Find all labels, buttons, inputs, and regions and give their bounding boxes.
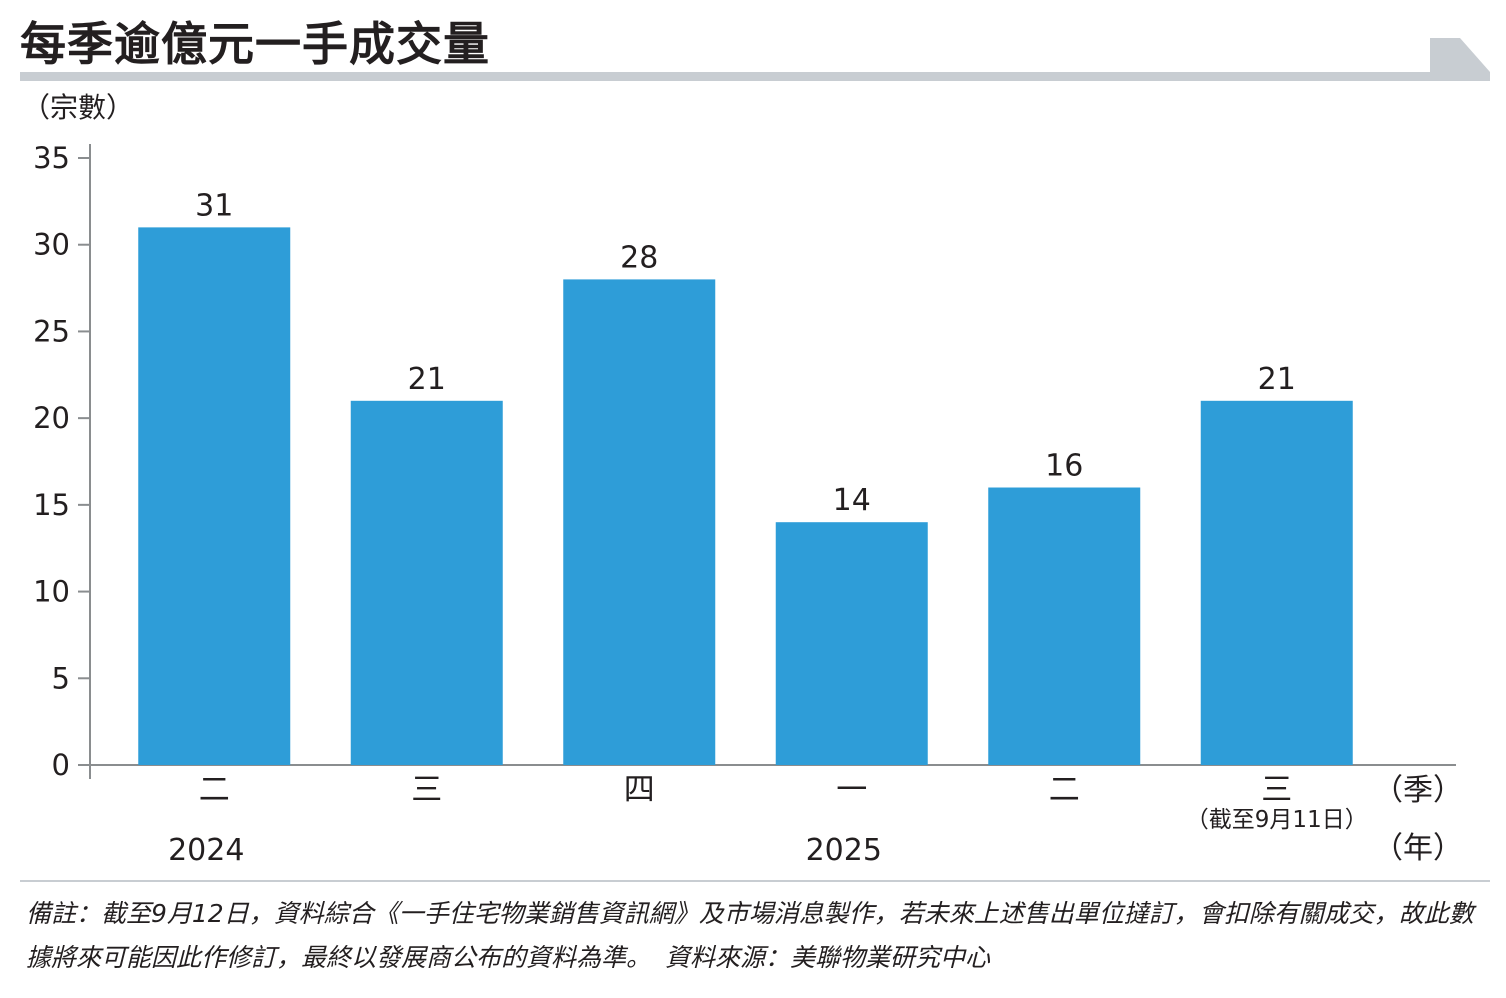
x-tick-label: 一 (836, 772, 867, 808)
bar (138, 227, 291, 765)
footnote-divider (20, 880, 1490, 882)
bar-value-label: 21 (1258, 362, 1296, 397)
year-label: 2025 (806, 833, 882, 868)
y-tick-label: 10 (33, 575, 70, 609)
bar (563, 279, 716, 765)
bar-value-label: 14 (833, 483, 871, 518)
footnote-source: 資料來源：美聯物業研究中心 (665, 943, 991, 972)
y-tick-label: 25 (33, 314, 70, 348)
y-tick-label: 30 (33, 228, 70, 262)
bar (1200, 400, 1353, 765)
y-tick-label: 5 (52, 661, 70, 695)
x-tick-label: 二 (199, 772, 230, 808)
year-unit-label: （年） (1373, 831, 1463, 866)
x-tick-label: 四 (624, 772, 655, 808)
x-unit-label: （季） (1373, 773, 1463, 808)
footnote: 備註：截至9月12日，資料綜合《一手住宅物業銷售資訊網》及市場消息製作，若未來上… (26, 892, 1486, 980)
bar-value-label: 31 (195, 188, 233, 223)
bar (350, 400, 503, 765)
y-tick-label: 35 (33, 141, 70, 175)
bar (988, 487, 1141, 765)
bar-value-label: 28 (620, 240, 658, 275)
chart-title: 每季逾億元一手成交量 (20, 17, 490, 71)
y-tick-label: 20 (33, 401, 70, 435)
title-underline-bar (20, 38, 1490, 81)
footnote-note: 備註：截至9月12日，資料綜合《一手住宅物業銷售資訊網》及市場消息製作，若未來上… (26, 899, 1474, 972)
bar (775, 522, 928, 765)
x-tick-label: 二 (1049, 772, 1080, 808)
x-tick-label: 三 (1261, 772, 1292, 808)
y-tick-label: 15 (33, 488, 70, 522)
y-tick-label: 0 (52, 748, 70, 782)
bar-chart: 0510152025303531二21三28四14一16二21三（截至9月11日… (33, 141, 1463, 868)
year-label: 2024 (168, 833, 244, 868)
y-unit-label: （宗數） (22, 91, 135, 124)
bar-value-label: 21 (408, 362, 446, 397)
bar-value-label: 16 (1045, 449, 1083, 484)
x-tick-sublabel: （截至9月11日） (1186, 807, 1368, 833)
x-tick-label: 三 (411, 772, 442, 808)
